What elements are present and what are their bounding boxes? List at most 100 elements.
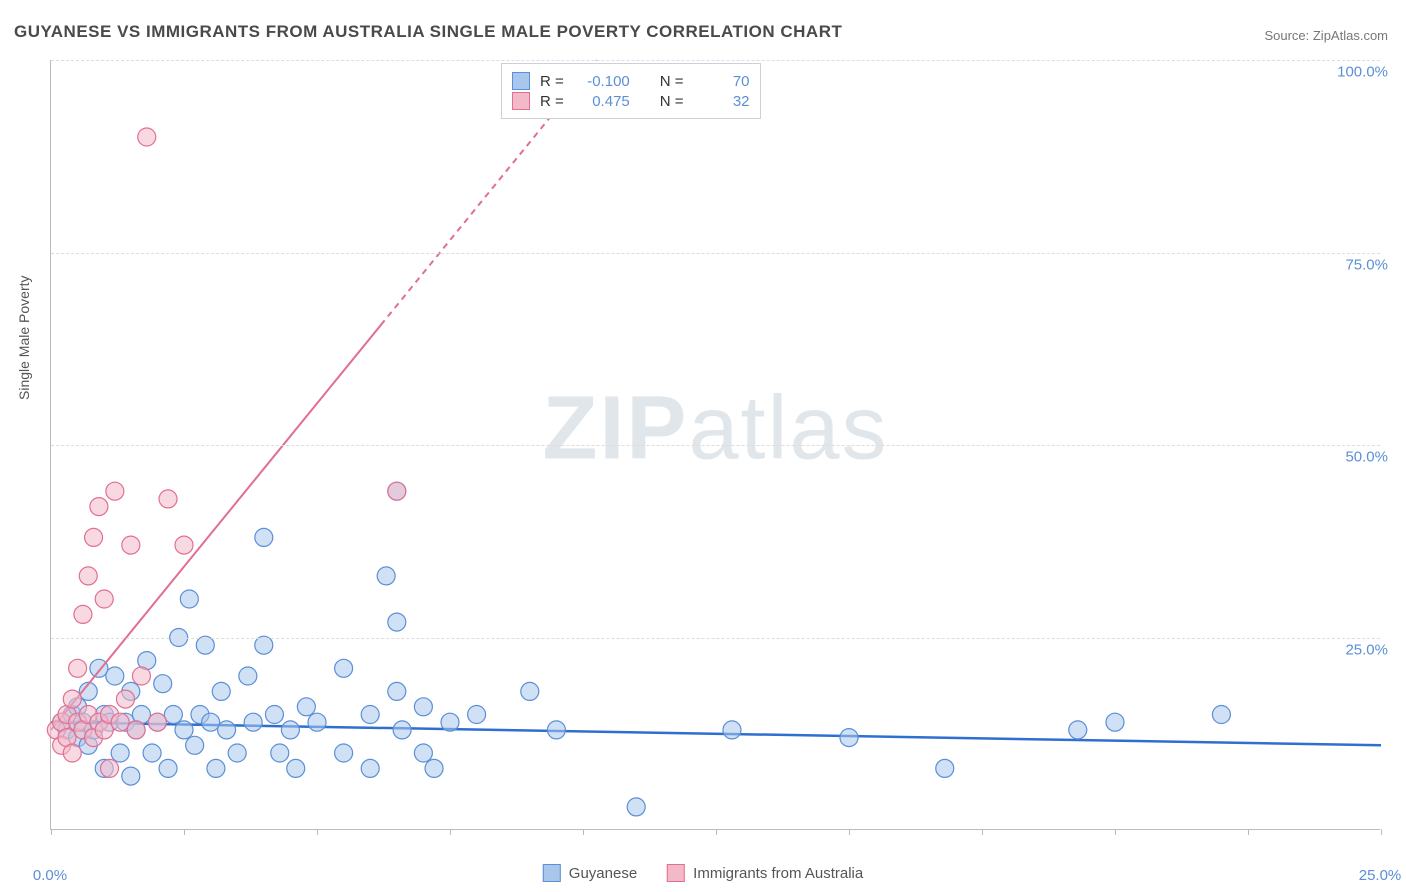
y-tick-label: 75.0% [1345, 256, 1388, 273]
data-point [159, 759, 177, 777]
data-point [132, 667, 150, 685]
data-point [287, 759, 305, 777]
x-tick [1248, 829, 1249, 835]
source-attribution: Source: ZipAtlas.com [1264, 28, 1388, 43]
data-point [521, 682, 539, 700]
data-point [122, 767, 140, 785]
y-axis-label: Single Male Poverty [16, 275, 32, 400]
trend-line [51, 325, 381, 730]
data-point [143, 744, 161, 762]
n-value: 32 [694, 93, 750, 110]
data-point [148, 713, 166, 731]
data-point [468, 706, 486, 724]
x-tick [716, 829, 717, 835]
legend-swatch [543, 864, 561, 882]
data-point [265, 706, 283, 724]
data-point [111, 713, 129, 731]
gridline-h [51, 253, 1380, 254]
data-point [175, 721, 193, 739]
x-tick-label: 25.0% [1359, 867, 1402, 884]
data-point [186, 736, 204, 754]
data-point [69, 659, 87, 677]
data-point [74, 605, 92, 623]
data-point [85, 528, 103, 546]
data-point [138, 128, 156, 146]
data-point [308, 713, 326, 731]
data-point [297, 698, 315, 716]
chart-title: GUYANESE VS IMMIGRANTS FROM AUSTRALIA SI… [14, 22, 842, 42]
series-swatch [512, 72, 530, 90]
r-value: 0.475 [574, 93, 630, 110]
legend-swatch [667, 864, 685, 882]
data-point [271, 744, 289, 762]
n-label: N = [660, 73, 684, 90]
data-point [154, 675, 172, 693]
y-tick-label: 100.0% [1337, 64, 1388, 81]
data-point [244, 713, 262, 731]
legend-item: Immigrants from Australia [667, 864, 863, 882]
legend-label: Guyanese [569, 865, 637, 882]
data-point [63, 690, 81, 708]
data-point [255, 636, 273, 654]
data-point [1106, 713, 1124, 731]
data-point [1069, 721, 1087, 739]
data-point [159, 490, 177, 508]
data-point [361, 706, 379, 724]
x-tick [849, 829, 850, 835]
data-point [255, 528, 273, 546]
data-point [335, 659, 353, 677]
x-tick [1115, 829, 1116, 835]
x-tick [583, 829, 584, 835]
data-point [414, 698, 432, 716]
data-point [202, 713, 220, 731]
data-point [101, 759, 119, 777]
data-point [116, 690, 134, 708]
x-tick [51, 829, 52, 835]
n-value: 70 [694, 73, 750, 90]
data-point [95, 590, 113, 608]
x-tick [184, 829, 185, 835]
data-point [228, 744, 246, 762]
r-label: R = [540, 93, 564, 110]
data-point [239, 667, 257, 685]
gridline-h [51, 60, 1380, 61]
data-point [281, 721, 299, 739]
gridline-h [51, 445, 1380, 446]
data-point [547, 721, 565, 739]
x-tick [1381, 829, 1382, 835]
data-point [207, 759, 225, 777]
gridline-h [51, 638, 1380, 639]
data-point [180, 590, 198, 608]
x-tick [450, 829, 451, 835]
data-point [127, 721, 145, 739]
data-point [377, 567, 395, 585]
data-point [175, 536, 193, 554]
data-point [393, 721, 411, 739]
data-point [218, 721, 236, 739]
legend-item: Guyanese [543, 864, 637, 882]
data-point [388, 482, 406, 500]
stats-row: R =0.475N =32 [512, 92, 750, 110]
data-point [79, 567, 97, 585]
x-tick [317, 829, 318, 835]
data-point [164, 706, 182, 724]
data-point [212, 682, 230, 700]
x-tick [982, 829, 983, 835]
data-point [361, 759, 379, 777]
data-point [840, 729, 858, 747]
y-tick-label: 25.0% [1345, 641, 1388, 658]
data-point [425, 759, 443, 777]
series-swatch [512, 92, 530, 110]
data-point [111, 744, 129, 762]
data-point [106, 667, 124, 685]
data-point [627, 798, 645, 816]
legend-label: Immigrants from Australia [693, 865, 863, 882]
data-point [122, 536, 140, 554]
data-point [936, 759, 954, 777]
x-tick-label: 0.0% [33, 867, 67, 884]
data-point [90, 498, 108, 516]
data-point [1212, 706, 1230, 724]
data-point [106, 482, 124, 500]
plot-area: ZIPatlas R =-0.100N =70R =0.475N =32 [50, 60, 1380, 830]
data-point [196, 636, 214, 654]
